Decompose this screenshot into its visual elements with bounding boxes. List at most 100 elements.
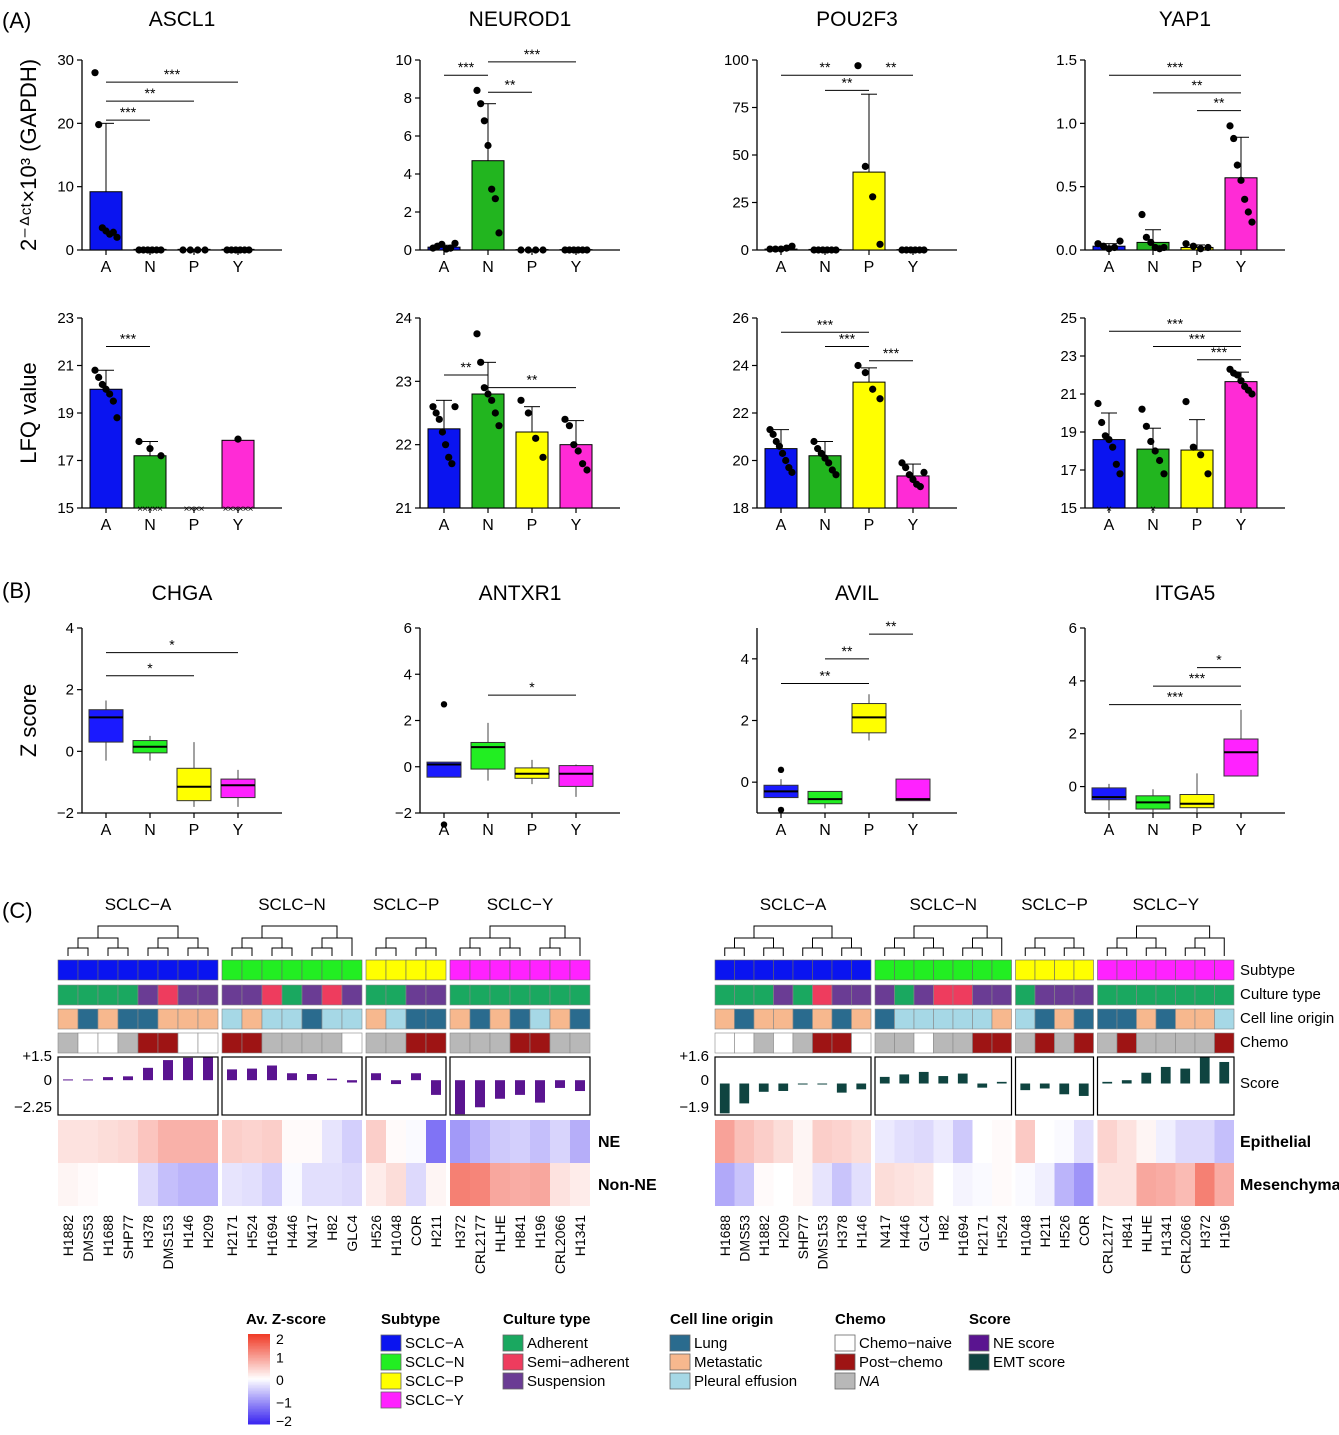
pcr-title: NEUROD1 [469,8,572,31]
heatmap-right-heat-cell [953,1163,973,1206]
pcr-point [1237,176,1245,184]
heatmap-right-culture-cell [851,984,872,1006]
lfq-point [788,468,796,476]
heatmap-left-heat-cell [158,1120,178,1163]
pcr-point [113,233,121,241]
heatmap-right-culture-cell [933,984,954,1006]
heatmap-left-origin-cell [177,1008,199,1030]
heatmap-left-dendrogram-branch [67,947,89,956]
heatmap-left-origin-cell [385,1008,407,1030]
heatmap-right-cell-line-label: COR [1076,1215,1092,1246]
pcr-point [832,246,840,254]
lfq-sig-label: *** [1211,344,1228,360]
heatmap-right-dendrogram-branch [1063,947,1085,956]
legend-scale-step [248,1400,270,1402]
lfq-y-tick-label: 17 [1060,462,1077,479]
heatmap-left-origin-cell [261,1008,283,1030]
heatmap-left-group-label: SCLC−N [258,895,326,914]
lfq-x-tick-label: P [1192,517,1203,534]
pcr-y-tick-label: 30 [57,52,74,69]
lfq-bar [471,393,505,509]
pcr-y-tick-label: 8 [404,90,412,107]
heatmap-right-heat-cell [914,1163,934,1206]
heatmap-right-heat-cell [715,1163,735,1206]
heatmap-right-chemo-cell [851,1032,872,1054]
heatmap-left-cell-line-label: H1688 [100,1215,116,1256]
pcr-x-tick-label: Y [233,259,244,276]
heatmap-right-chemo-cell [1015,1032,1036,1054]
heatmap-right-dendrogram-branch [913,925,988,938]
legend-item-label: Adherent [527,1335,589,1352]
heatmap-left-origin-cell [281,1008,303,1030]
legend-scale-step [248,1415,270,1417]
heatmap-right-heat-cell [1117,1163,1137,1206]
heatmap-right-heat-cell [992,1163,1012,1206]
legend-item-label: Lung [694,1335,727,1352]
pcr-x-tick-label: N [819,259,831,276]
pcr-point [1241,195,1249,203]
lfq-point [451,403,459,411]
pcr-y-tick-label: 25 [732,195,749,212]
pcr-sig-label: ** [1214,95,1225,111]
lfq-chart-2: 18 20 22 24 26 A N P Y *** *** *** [732,310,957,534]
lfq-x-tick-label: Y [233,517,244,534]
heatmap-left-score-frame [221,1056,363,1116]
heatmap-left-origin-cell [449,1008,471,1030]
legend-scale-step [248,1418,270,1420]
lfq-x-tick-label: A [101,517,112,534]
pcr-sig-label: ** [1192,77,1203,93]
heatmap-right-subtype-cell [851,959,872,981]
heatmap-right-cell-line-label: N417 [877,1215,893,1249]
heatmap-right-heat-cell [793,1163,813,1206]
pcr-point [1094,240,1102,248]
heatmap-right-score-bar [1121,1080,1132,1084]
lfq-missing-mark: × [248,504,254,515]
heatmap-left-chemo-cell [57,1032,79,1054]
heatmap-left-chemo-cell [449,1032,471,1054]
heatmap-left-heat-cell [98,1120,118,1163]
heatmap-left-chemo-cell [385,1032,407,1054]
zscore-x-tick-label: Y [233,822,244,839]
pcr-y-tick-label: 100 [724,52,749,69]
heatmap-right-group-label: SCLC−A [760,895,827,914]
heatmap-left-dendrogram-branch [147,947,169,956]
heatmap-right-culture-cell [1054,984,1075,1006]
heatmap-left-cell-line-label: H209 [200,1215,216,1249]
lfq-bar [1224,381,1258,509]
heatmap-left-score-bar [495,1080,505,1099]
heatmap-right-subtype-cell [1073,959,1094,981]
lfq-point [480,384,488,392]
heatmap-left-heat-cell [426,1120,446,1163]
annotation-label: Cell line origin [1240,1010,1334,1027]
heatmap-right-heat-cell [1214,1163,1234,1206]
heatmap-right-score-bar [899,1074,910,1084]
heatmap-left-origin-cell [341,1008,363,1030]
heatmap-right-chemo-cell [1155,1032,1176,1054]
heatmap-left-score-bar [103,1077,113,1081]
heatmap-left-cell-line-label: HLHE [492,1215,508,1252]
heatmap-left-origin-cell [365,1008,387,1030]
zscore-chart-2: AVIL 0 2 4 A N P Y ** ** ** [741,582,957,839]
heatmap-left-origin-cell [77,1008,99,1030]
lfq-point [448,460,456,468]
lfq-point [438,428,447,436]
heatmap-right-culture-cell [894,984,915,1006]
lfq-point [491,409,499,417]
heatmap-left-culture-cell [221,984,243,1006]
heatmap-left-chemo-cell [301,1032,323,1054]
heatmap-right-culture-cell [1155,984,1176,1006]
pcr-point [1230,134,1238,143]
heatmap-right-score-frame [714,1056,872,1116]
pcr-title: POU2F3 [816,8,898,31]
pcr-point [495,229,503,237]
zscore-sig-label: ** [886,618,897,634]
legend-scale-step [248,1404,270,1407]
legend-scale-step [248,1407,270,1410]
pcr-title: YAP1 [1159,8,1211,31]
heatmap-right-heat-cell [1054,1163,1074,1206]
heatmap-left-culture-cell [57,984,79,1006]
heatmap-right-culture-cell [773,984,794,1006]
zscore-outlier [440,701,448,708]
lfq-chart-3: 15 17 19 21 23 25 A N P Y × × *** *** *** [1060,310,1285,534]
